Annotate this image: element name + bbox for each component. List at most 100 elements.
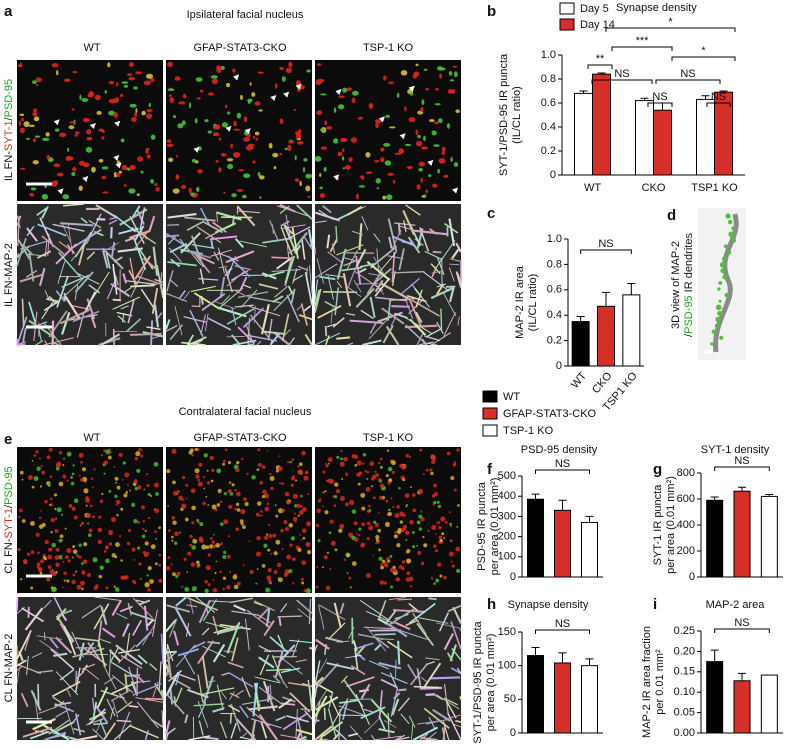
puncta: [182, 499, 184, 501]
puncta: [366, 573, 371, 578]
puncta: [169, 94, 172, 97]
puncta: [373, 521, 376, 524]
puncta: [352, 509, 356, 513]
puncta: [722, 274, 727, 279]
puncta: [274, 570, 278, 574]
puncta: [81, 98, 88, 102]
significance-bracket: [656, 80, 720, 84]
puncta: [32, 112, 37, 116]
puncta: [227, 111, 230, 114]
puncta: [90, 504, 93, 507]
puncta: [102, 191, 109, 193]
puncta: [340, 496, 345, 501]
puncta: [147, 484, 150, 487]
error-bar: [738, 673, 746, 680]
puncta: [245, 502, 249, 506]
puncta: [189, 102, 191, 108]
puncta: [379, 478, 382, 481]
puncta: [416, 545, 418, 547]
puncta: [227, 164, 233, 169]
puncta: [67, 157, 74, 161]
puncta: [208, 130, 212, 133]
significance-bracket: [606, 28, 735, 32]
puncta: [33, 138, 36, 142]
puncta: [430, 454, 434, 458]
puncta: [413, 72, 419, 77]
puncta: [149, 103, 151, 107]
bar: [528, 499, 544, 577]
puncta: [59, 451, 62, 454]
puncta: [116, 500, 121, 505]
puncta: [116, 514, 118, 516]
puncta: [69, 121, 75, 123]
puncta: [289, 523, 293, 527]
puncta: [438, 158, 445, 163]
fiber: [248, 344, 254, 345]
puncta: [298, 515, 300, 517]
legend-swatch: [483, 391, 497, 402]
puncta: [394, 513, 399, 518]
puncta: [43, 556, 47, 560]
puncta: [231, 193, 237, 197]
error-bar: [602, 292, 610, 306]
puncta: [115, 482, 117, 484]
puncta: [98, 540, 102, 544]
puncta: [40, 559, 44, 563]
puncta: [191, 521, 194, 524]
puncta: [167, 89, 174, 92]
puncta: [138, 448, 141, 451]
puncta: [333, 138, 338, 143]
puncta: [342, 148, 344, 152]
puncta: [380, 483, 385, 488]
puncta: [147, 588, 151, 592]
puncta: [206, 565, 211, 570]
puncta: [40, 572, 43, 575]
puncta: [442, 147, 446, 152]
puncta: [105, 559, 110, 564]
puncta: [346, 87, 351, 90]
puncta: [225, 448, 228, 451]
puncta: [368, 525, 373, 530]
puncta: [109, 542, 112, 545]
puncta: [171, 540, 173, 542]
puncta: [456, 526, 458, 528]
puncta: [204, 119, 208, 122]
puncta: [303, 158, 307, 161]
puncta: [176, 572, 180, 576]
bar: [555, 510, 571, 577]
panel-label: /PSD-95IR dendrites: [683, 233, 695, 337]
puncta: [101, 493, 103, 495]
puncta: [296, 504, 300, 508]
puncta: [47, 455, 51, 459]
puncta: [397, 93, 400, 98]
puncta: [288, 569, 292, 573]
puncta: [120, 94, 123, 97]
puncta: [186, 498, 188, 500]
puncta: [718, 281, 722, 285]
puncta: [318, 539, 321, 542]
puncta: [274, 551, 278, 555]
puncta: [59, 539, 63, 543]
fiber: [130, 334, 162, 335]
puncta: [145, 541, 149, 545]
puncta: [334, 107, 336, 112]
puncta: [195, 118, 198, 123]
puncta: [439, 575, 442, 578]
puncta: [98, 516, 101, 519]
puncta: [264, 536, 268, 540]
puncta: [435, 88, 439, 90]
bar: [761, 496, 777, 577]
puncta: [439, 539, 442, 542]
puncta: [211, 75, 218, 79]
puncta: [233, 121, 236, 127]
puncta: [237, 113, 241, 119]
legend-label: WT: [503, 391, 520, 403]
puncta: [319, 173, 321, 177]
puncta: [237, 582, 241, 586]
puncta: [60, 534, 64, 538]
puncta: [358, 483, 361, 486]
puncta: [715, 317, 721, 323]
puncta: [437, 562, 441, 566]
puncta: [440, 67, 446, 70]
puncta: [69, 504, 73, 508]
